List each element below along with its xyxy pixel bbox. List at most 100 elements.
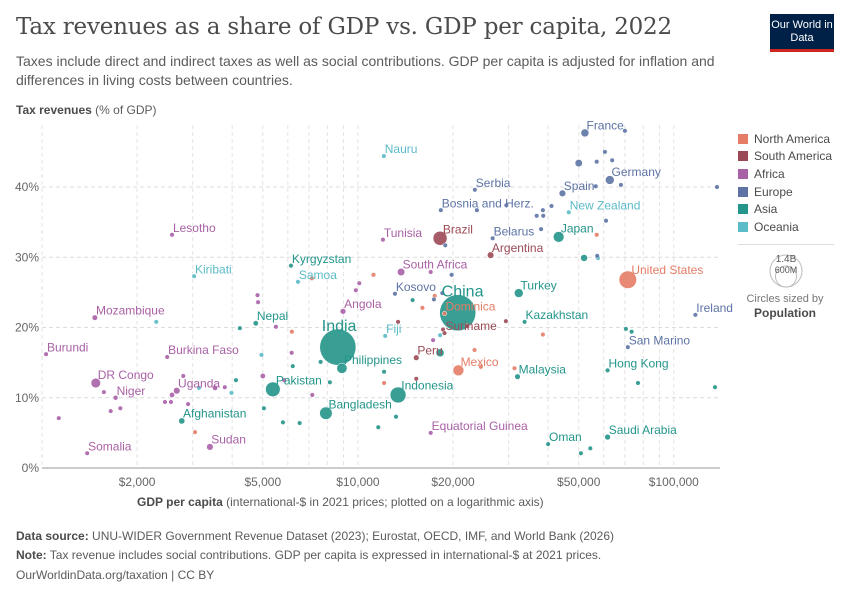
- data-point: [356, 280, 362, 286]
- data-point: [309, 275, 315, 281]
- point-label: Serbia: [476, 176, 511, 190]
- data-point-uganda: [173, 387, 181, 395]
- data-point: [289, 329, 295, 335]
- legend-swatch: [738, 168, 748, 179]
- size-legend-caption-text: Circles sized by: [746, 293, 824, 305]
- data-point: [623, 326, 629, 332]
- point-label: Dominica: [445, 300, 495, 314]
- data-point: [635, 380, 641, 386]
- data-point: [548, 203, 555, 209]
- data-point-ireland: [692, 312, 698, 318]
- data-point: [395, 319, 401, 325]
- data-point: [712, 384, 718, 390]
- data-point-burundi: [43, 351, 49, 357]
- point-label: Burkina Faso: [168, 343, 239, 357]
- data-point-turkey: [514, 288, 524, 298]
- y-tick-label: 0%: [22, 461, 40, 475]
- data-point-peru: [413, 354, 420, 361]
- data-point: [255, 299, 261, 305]
- legend-item-south-america[interactable]: South America: [738, 148, 832, 166]
- legend-item-europe[interactable]: Europe: [738, 183, 832, 201]
- data-point: [381, 369, 387, 375]
- data-point: [233, 377, 239, 383]
- point-label: Malaysia: [519, 363, 567, 377]
- x-axis-title-unit: (international-$ in 2021 prices; plotted…: [222, 495, 544, 509]
- data-point: [108, 408, 114, 414]
- owid-logo[interactable]: Our World in Data: [770, 14, 834, 52]
- data-point-spain: [558, 189, 567, 197]
- y-tick-label: 40%: [15, 180, 39, 194]
- data-point-brazil: [432, 230, 448, 246]
- legend-label: North America: [754, 131, 831, 146]
- data-point-mozambique: [91, 314, 98, 321]
- data-point: [540, 331, 546, 338]
- data-point: [439, 290, 445, 296]
- data-point: [180, 373, 186, 379]
- legend-item-africa[interactable]: Africa: [738, 165, 832, 183]
- point-label: Sudan: [211, 433, 246, 447]
- data-point-nepal: [252, 320, 259, 327]
- data-point: [478, 364, 484, 370]
- point-label: Belarus: [494, 224, 535, 238]
- data-point-philippines: [336, 362, 348, 374]
- data-point-hong-kong: [605, 367, 611, 373]
- point-label: Angola: [344, 297, 382, 311]
- size-legend-small-circle: [775, 265, 797, 288]
- point-label: Saudi Arabia: [609, 423, 677, 437]
- data-point: [472, 347, 478, 353]
- data-point: [410, 297, 416, 303]
- data-point-burkina-faso: [164, 354, 170, 360]
- size-legend-large-label: 1.4B: [776, 254, 797, 265]
- legend-label: South America: [754, 149, 833, 164]
- legend-item-north-america[interactable]: North America: [738, 130, 832, 148]
- point-label: South Africa: [403, 258, 468, 272]
- data-point: [594, 232, 600, 238]
- data-point: [261, 405, 267, 411]
- legend-item-asia[interactable]: Asia: [738, 200, 832, 218]
- y-axis-title-bold: Tax revenues: [16, 103, 92, 117]
- data-point-saudi-arabia: [604, 433, 611, 441]
- data-point: [168, 399, 174, 405]
- data-point: [101, 389, 107, 395]
- y-axis-title-unit: (% of GDP): [91, 103, 157, 117]
- point-label: Mozambique: [96, 304, 165, 318]
- data-point-dominica: [441, 310, 448, 317]
- size-legend-small-label: 600M: [775, 265, 798, 275]
- data-point: [534, 213, 540, 219]
- data-point: [258, 352, 264, 358]
- data-point: [297, 420, 303, 426]
- data-point-samoa: [295, 279, 301, 285]
- data-point-kosovo: [392, 291, 398, 297]
- data-point: [603, 218, 609, 224]
- data-point: [593, 183, 599, 189]
- data-point-mexico: [452, 364, 465, 377]
- point-label: Tunisia: [384, 226, 423, 240]
- point-label: Afghanistan: [183, 407, 246, 421]
- point-label: India: [322, 318, 357, 335]
- point-label: Fiji: [386, 322, 401, 336]
- data-point: [419, 305, 425, 311]
- legend-label: Africa: [754, 166, 785, 181]
- data-point: [430, 337, 436, 343]
- data-point: [327, 379, 333, 385]
- data-point-bosnia-and-herz-: [438, 207, 444, 213]
- credit-link[interactable]: OurWorldinData.org/taxation | CC BY: [16, 568, 215, 582]
- data-point: [449, 272, 455, 278]
- y-tick-label: 30%: [15, 250, 39, 264]
- y-tick-label: 20%: [15, 321, 39, 335]
- labels-layer: China India United States Indonesia Pakistan…: [47, 118, 733, 453]
- data-point-kiribati: [191, 273, 197, 279]
- data-point: [370, 272, 377, 278]
- x-axis-title-bold: GDP per capita: [137, 495, 223, 509]
- data-point: [503, 202, 509, 208]
- source-text: UNU-WIDER Government Revenue Dataset (20…: [88, 529, 615, 543]
- data-point-tunisia: [380, 237, 386, 243]
- data-point: [222, 384, 228, 390]
- data-point-new-zealand: [566, 209, 572, 215]
- point-label: Hong Kong: [609, 356, 669, 370]
- legend-item-oceania[interactable]: Oceania: [738, 218, 832, 236]
- point-label: Argentina: [492, 241, 544, 255]
- point-label: Kazakhstan: [526, 308, 589, 322]
- x-tick-label: $20,000: [431, 475, 475, 489]
- point-label: Nepal: [257, 309, 288, 323]
